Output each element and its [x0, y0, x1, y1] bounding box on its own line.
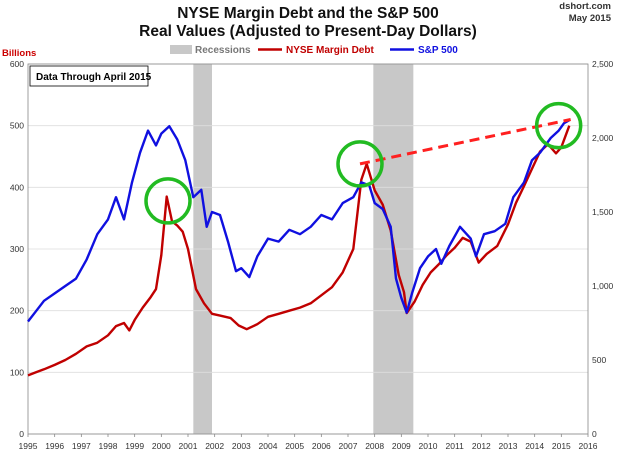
x-tick-label: 2003 [232, 441, 251, 451]
x-tick-label: 2000 [152, 441, 171, 451]
y-left-tick-label: 300 [10, 244, 24, 254]
x-tick-label: 1997 [72, 441, 91, 451]
x-tick-label: 2009 [392, 441, 411, 451]
data-note-box [29, 65, 149, 87]
legend: Recessions NYSE Margin Debt S&P 500 [170, 45, 458, 56]
x-tick-label: 2011 [446, 441, 465, 451]
data-note: Data Through April 2015 [29, 65, 152, 87]
y-left-tick-label: 100 [10, 367, 24, 377]
highlight-circles [144, 101, 583, 225]
y-axis-left: 0 100 200 300 400 500 600 [10, 59, 24, 439]
y-right-tick-label: 1,000 [592, 281, 614, 291]
legend-label-sp500: S&P 500 [418, 45, 458, 56]
chart-title-line2: Real Values (Adjusted to Present-Day Dol… [139, 23, 477, 40]
y-left-tick-label: 0 [19, 429, 24, 439]
x-tick-label: 1999 [125, 441, 144, 451]
y-left-tick-label: 600 [10, 59, 24, 69]
x-tick-label: 2007 [339, 441, 358, 451]
date-label: May 2015 [569, 13, 612, 24]
x-tick-label: 2002 [205, 441, 224, 451]
x-tick-label: 2014 [525, 441, 544, 451]
source-label: dshort.com [559, 1, 611, 12]
x-tick-label: 2006 [312, 441, 331, 451]
data-note-text: Data Through April 2015 [36, 72, 152, 83]
highlight-circle-3 [534, 101, 583, 150]
legend-label-recessions: Recessions [195, 45, 251, 56]
x-tick-label: 2015 [552, 441, 571, 451]
y-right-tick-label: 1,500 [592, 207, 614, 217]
highlight-circle-2 [336, 140, 384, 188]
series-line-sp500 [27, 119, 570, 323]
x-tick-label: 2012 [472, 441, 491, 451]
y-right-tick-label: 0 [592, 429, 597, 439]
x-tick-label: 1996 [45, 441, 64, 451]
x-tick-label: 2016 [579, 441, 598, 451]
legend-swatch-recessions [170, 45, 192, 54]
legend-label-margin-debt: NYSE Margin Debt [286, 45, 374, 56]
x-tick-label: 1998 [99, 441, 118, 451]
y-axis-unit-label: Billions [2, 48, 36, 59]
y-axis-right: 0 500 1,000 1,500 2,000 2,500 [592, 59, 614, 439]
y-right-tick-label: 500 [592, 355, 606, 365]
series-line-margin-debt [27, 125, 571, 377]
y-right-tick-label: 2,000 [592, 133, 614, 143]
x-axis: 1995 1996 1997 1998 1999 2000 2001 2002 2003 2004… [19, 434, 598, 451]
x-tick-label: 2001 [179, 441, 198, 451]
gridlines [28, 63, 588, 435]
y-left-tick-label: 400 [10, 182, 24, 192]
y-left-tick-label: 200 [10, 306, 24, 316]
x-tick-label: 2013 [499, 441, 518, 451]
chart-title-line1: NYSE Margin Debt and the S&P 500 [177, 5, 439, 22]
plot-area-border [27, 63, 589, 435]
highlight-circle-1 [144, 177, 192, 225]
x-tick-label: 2008 [365, 441, 384, 451]
x-tick-label: 1995 [19, 441, 38, 451]
x-tick-label: 2005 [285, 441, 304, 451]
y-right-tick-label: 2,500 [592, 59, 614, 69]
x-tick-label: 2010 [419, 441, 438, 451]
x-tick-label: 2004 [259, 441, 278, 451]
y-left-tick-label: 500 [10, 121, 24, 131]
series-lines [27, 119, 571, 377]
